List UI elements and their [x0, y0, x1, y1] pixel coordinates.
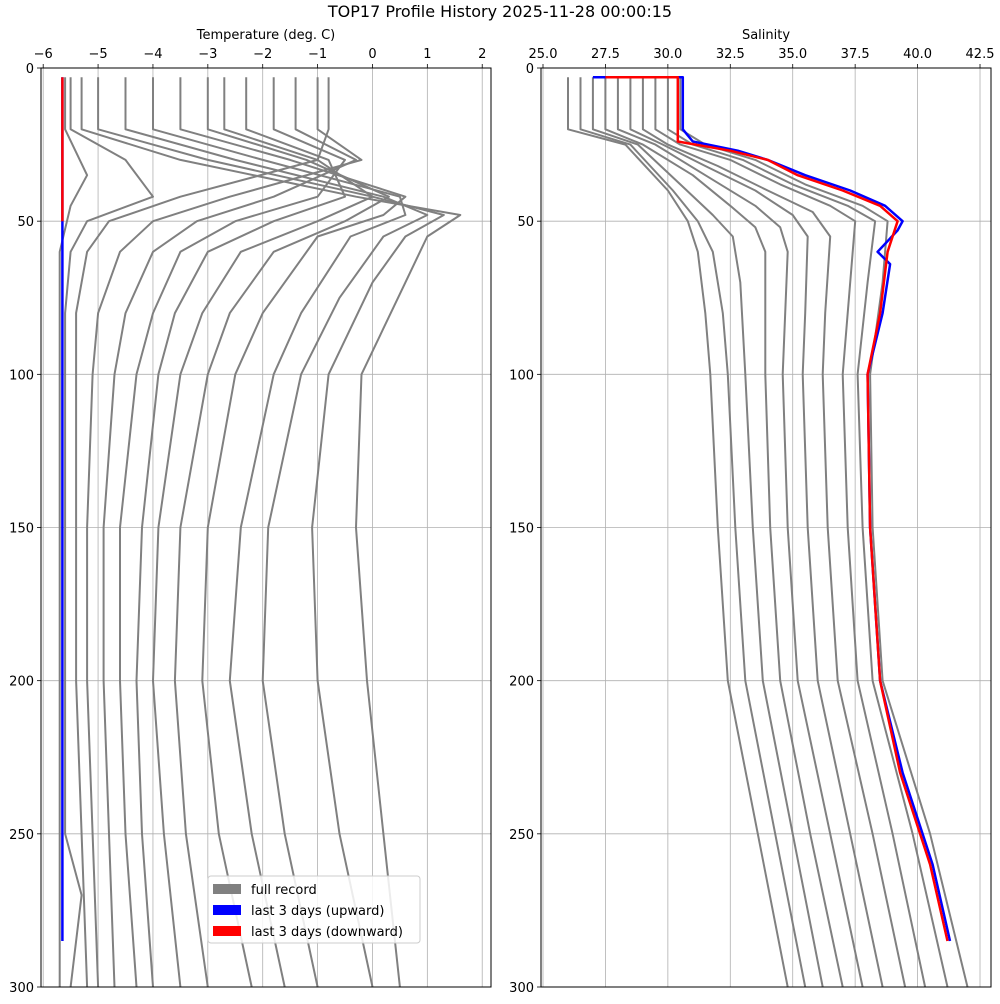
x-tick-label: 37.5 — [841, 47, 870, 62]
y-tick-label: 250 — [9, 828, 34, 843]
salinity-profile-full-record — [604, 77, 844, 987]
salinity-profile-full-record — [616, 77, 864, 987]
x-tick-label: −3 — [198, 47, 217, 62]
y-tick-label: 0 — [26, 62, 34, 77]
y-tick-label: 0 — [526, 62, 534, 77]
legend: full record last 3 days (upward) last 3 da… — [207, 875, 421, 944]
y-tick-label: 50 — [17, 215, 34, 230]
y-tick-label: 100 — [509, 368, 534, 383]
temperature-profile-full-record — [97, 77, 445, 987]
salinity-profile-last-3-days-downward- — [605, 75, 949, 942]
y-tick-label: 300 — [509, 981, 534, 996]
salinity-axis-label: Salinity — [742, 28, 790, 43]
x-tick-label: −1 — [308, 47, 327, 62]
x-tick-label: 42.5 — [966, 47, 995, 62]
x-tick-label: −6 — [34, 47, 53, 62]
salinity-panel: 25.0 27.5 30.0 32.5 35.0 37.5 40.0 42.5 0 50 100 15… — [509, 28, 994, 996]
y-tick-label: 50 — [517, 215, 534, 230]
x-tick-label: 25.0 — [529, 47, 558, 62]
x-tick-label: 32.5 — [716, 47, 745, 62]
salinity-profile-full-record — [591, 77, 824, 987]
y-tick-label: 100 — [9, 368, 34, 383]
salinity-profile-full-record — [567, 77, 789, 987]
x-tick-label: 0 — [368, 47, 376, 62]
temperature-profile-full-record — [152, 77, 407, 987]
legend-label: last 3 days (downward) — [251, 925, 403, 940]
y-tick-label: 200 — [9, 675, 34, 690]
temperature-profile-full-record — [102, 77, 357, 987]
temperature-axis-label: Temperature (deg. C) — [196, 28, 335, 43]
temperature-panel: −6 −5 −4 −3 −2 −1 0 1 2 0 50 100 150 200 250 300 Tempera… — [9, 28, 492, 996]
x-tick-label: −5 — [88, 47, 107, 62]
x-tick-label: −2 — [253, 47, 272, 62]
y-tick-label: 300 — [9, 981, 34, 996]
legend-label: full record — [251, 883, 317, 898]
temperature-profile-full-record — [86, 77, 363, 987]
salinity-profile-full-record — [629, 77, 884, 987]
temperature-profile-full-record — [75, 77, 330, 987]
x-tick-label: 1 — [423, 47, 431, 62]
temperature-profile-full-record — [173, 77, 390, 987]
temperature-profile-full-record — [119, 77, 346, 987]
y-tick-label: 150 — [9, 522, 34, 537]
legend-swatch — [213, 905, 241, 915]
figure-title: TOP17 Profile History 2025-11-28 00:00:1… — [327, 2, 672, 21]
salinity-profile-full-record — [641, 77, 907, 987]
salinity-axes-frame — [540, 67, 992, 988]
temperature-profile-full-record — [135, 77, 346, 987]
temperature-profile-full-record — [124, 77, 429, 987]
temperature-profile-full-record — [64, 77, 154, 987]
y-tick-label: 200 — [509, 675, 534, 690]
temperature-profile-full-record — [152, 77, 374, 987]
temperature-axes-frame — [40, 67, 492, 988]
salinity-profile-full-record — [579, 77, 807, 987]
legend-box — [207, 875, 421, 944]
x-tick-label: 2 — [478, 47, 486, 62]
x-tick-label: 40.0 — [903, 47, 932, 62]
salinity-profile-full-record — [654, 77, 927, 987]
x-tick-label: −4 — [143, 47, 162, 62]
x-tick-label: 35.0 — [778, 47, 807, 62]
temperature-profile-full-record — [179, 77, 407, 987]
legend-label: last 3 days (upward) — [251, 904, 384, 919]
y-tick-label: 250 — [509, 828, 534, 843]
x-tick-label: 30.0 — [653, 47, 682, 62]
temperature-profile-full-record — [58, 77, 89, 987]
legend-swatch — [213, 926, 241, 936]
legend-swatch — [213, 884, 241, 894]
y-tick-label: 150 — [509, 522, 534, 537]
temperature-profile-full-record — [80, 77, 462, 987]
x-tick-label: 27.5 — [591, 47, 620, 62]
